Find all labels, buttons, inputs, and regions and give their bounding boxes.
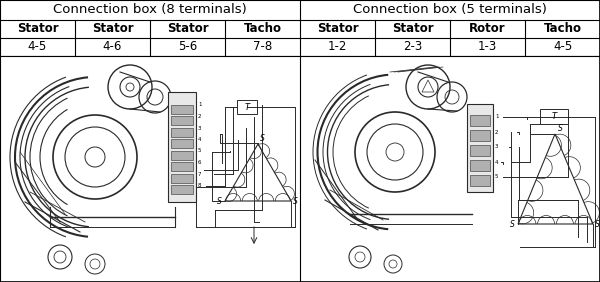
Bar: [470, 175, 490, 186]
Text: 8: 8: [198, 183, 202, 188]
Text: 2: 2: [198, 114, 202, 119]
Text: 2: 2: [495, 129, 499, 135]
Text: S: S: [260, 134, 265, 143]
Text: 1: 1: [495, 114, 499, 120]
Text: 7: 7: [198, 171, 202, 177]
Text: 1-2: 1-2: [328, 41, 347, 54]
Bar: [467, 104, 493, 192]
Text: 4: 4: [198, 137, 202, 142]
Text: 1: 1: [198, 102, 202, 107]
Text: Connection box (5 terminals): Connection box (5 terminals): [353, 3, 547, 17]
Text: 6: 6: [198, 160, 202, 165]
Bar: [168, 92, 196, 202]
Bar: [171, 139, 193, 148]
Bar: [171, 162, 193, 171]
Text: S: S: [558, 124, 563, 133]
Bar: [470, 160, 490, 171]
Text: 4-6: 4-6: [103, 41, 122, 54]
Text: S: S: [595, 220, 600, 229]
Text: 4-5: 4-5: [28, 41, 47, 54]
Bar: [171, 116, 193, 125]
Text: 1-3: 1-3: [478, 41, 497, 54]
Text: 5-6: 5-6: [178, 41, 197, 54]
Bar: [0, 56, 600, 282]
Bar: [540, 109, 568, 124]
Text: Stator: Stator: [17, 23, 58, 36]
Bar: [171, 185, 193, 194]
Text: Stator: Stator: [92, 23, 133, 36]
Bar: [470, 130, 490, 141]
Bar: [171, 151, 193, 160]
Text: Tacho: Tacho: [544, 23, 581, 36]
Text: 2-3: 2-3: [403, 41, 422, 54]
Text: 4: 4: [495, 160, 499, 164]
Text: Connection box (8 terminals): Connection box (8 terminals): [53, 3, 247, 17]
Text: 3: 3: [198, 125, 202, 131]
Text: 5: 5: [495, 175, 499, 180]
Text: S: S: [217, 197, 222, 206]
Bar: [470, 115, 490, 126]
Text: 7-8: 7-8: [253, 41, 272, 54]
Text: 5: 5: [198, 149, 202, 153]
Bar: [171, 105, 193, 113]
Bar: [171, 173, 193, 182]
Text: Tacho: Tacho: [244, 23, 281, 36]
Text: Rotor: Rotor: [469, 23, 506, 36]
Bar: [0, 0, 600, 56]
Text: 4-5: 4-5: [553, 41, 572, 54]
Bar: [237, 100, 257, 114]
Text: S: S: [293, 197, 298, 206]
Text: Stator: Stator: [167, 23, 208, 36]
Bar: [470, 145, 490, 156]
Text: S: S: [510, 220, 515, 229]
Bar: [171, 127, 193, 136]
Text: T: T: [244, 102, 250, 111]
Text: T: T: [551, 112, 557, 121]
Text: 3: 3: [495, 144, 499, 149]
Text: Stator: Stator: [392, 23, 433, 36]
Text: Stator: Stator: [317, 23, 358, 36]
